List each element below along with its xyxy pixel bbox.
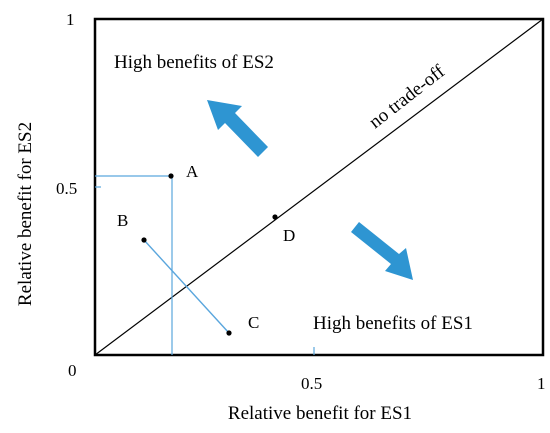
no-tradeoff-diagonal (94, 18, 544, 356)
y-mid-tick-label: 0.5 (56, 179, 77, 198)
down-right-arrow-icon (351, 222, 413, 280)
point-d-label: D (283, 226, 295, 245)
region-es2-label: High benefits of ES2 (114, 52, 274, 73)
region-es1-label: High benefits of ES1 (313, 313, 473, 334)
point-c-marker (226, 330, 232, 336)
point-b-label: B (117, 211, 128, 230)
y-axis-label: Relative benefit for ES2 (15, 122, 36, 306)
x-end-tick-label: 1 (537, 374, 546, 393)
point-a-label: A (186, 162, 199, 181)
point-b-marker (141, 237, 147, 243)
b-c-tradeoff-line (143, 239, 230, 334)
x-axis-label: Relative benefit for ES1 (228, 403, 412, 424)
x-origin-tick-label: 0 (68, 361, 77, 380)
point-a-marker (168, 173, 174, 179)
point-c-label: C (248, 313, 259, 332)
y-end-tick-label: 1 (66, 10, 75, 29)
up-left-arrow-icon (207, 100, 268, 157)
point-d-marker (272, 214, 278, 220)
x-mid-tick-label: 0.5 (301, 374, 322, 393)
